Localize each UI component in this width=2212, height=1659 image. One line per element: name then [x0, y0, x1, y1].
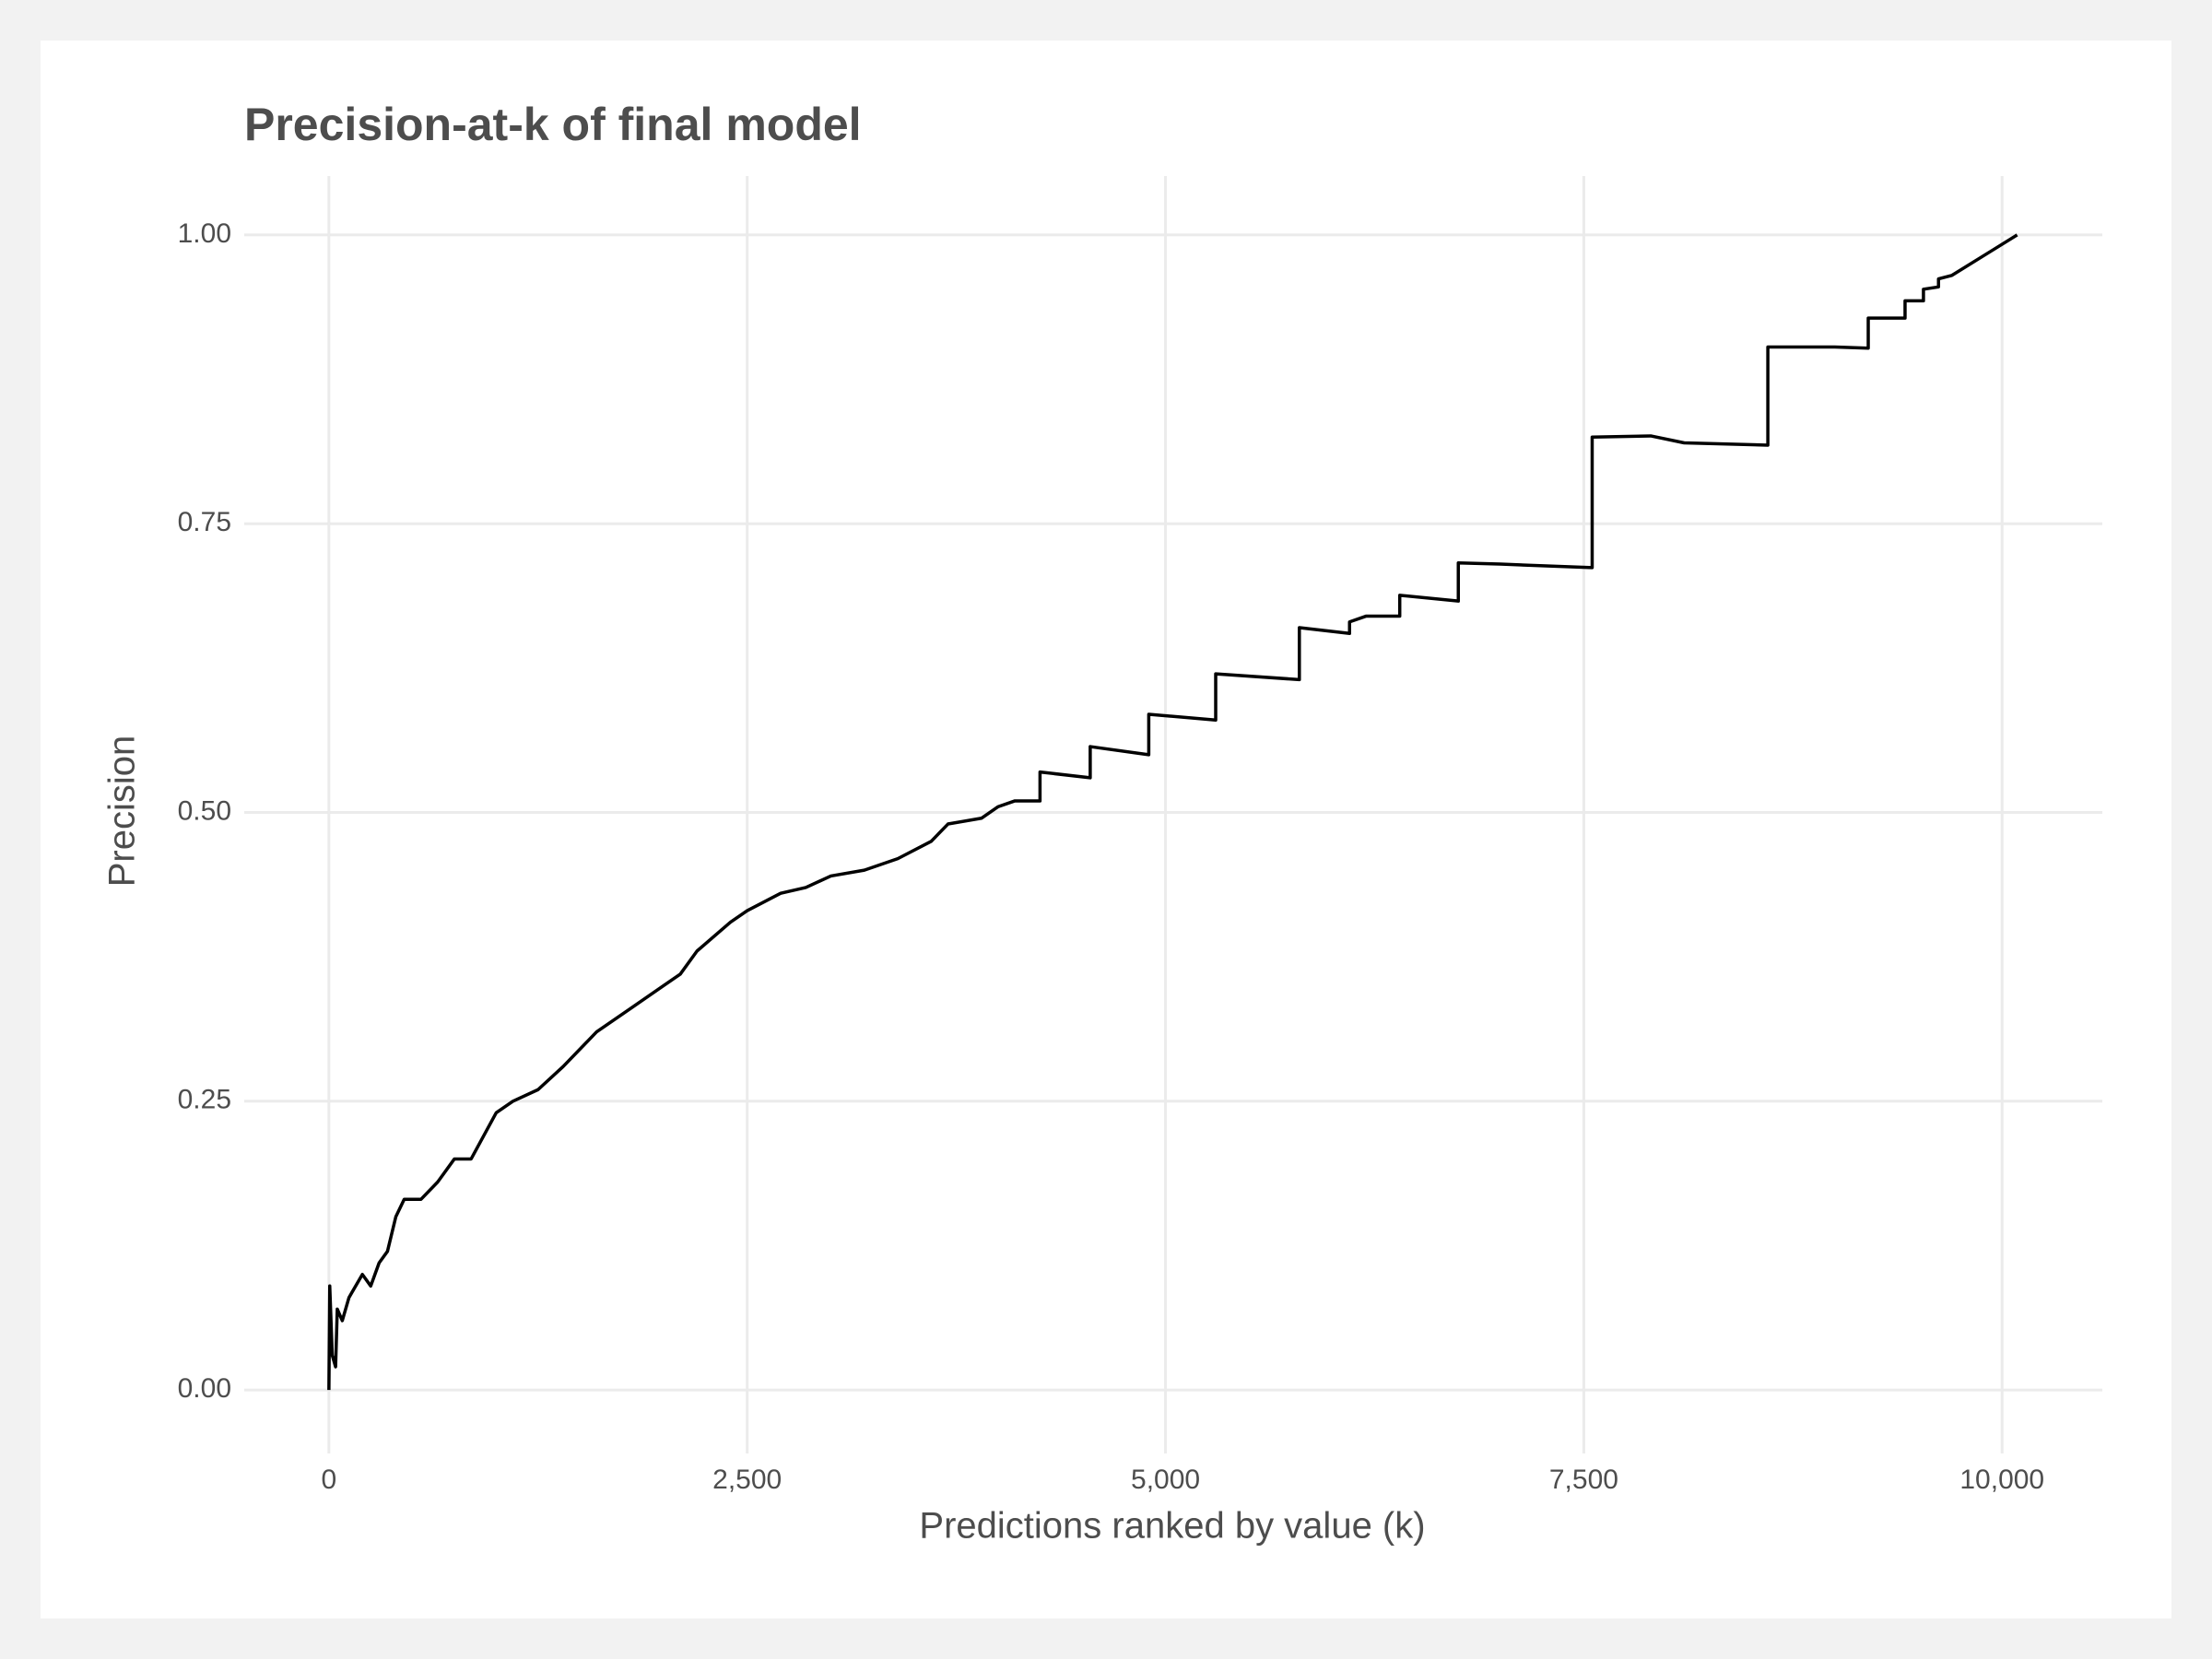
data-line	[327, 233, 2018, 1391]
x-tick-label: 0	[322, 1465, 337, 1495]
chart-title: Precision-at-k of final model	[244, 99, 862, 150]
x-axis-label: Predictions ranked by value (k)	[919, 1506, 1425, 1547]
y-tick-label: 0.00	[178, 1373, 231, 1404]
x-tick-label: 7,500	[1549, 1465, 1618, 1495]
y-tick-label: 0.75	[178, 507, 231, 537]
x-tick-label: 5,000	[1131, 1465, 1200, 1495]
y-tick-label: 1.00	[178, 218, 231, 249]
x-tick-label: 2,500	[712, 1465, 782, 1495]
panel-background	[41, 41, 2171, 1618]
y-axis-label: Precision	[102, 735, 143, 888]
x-tick-label: 10,000	[1959, 1465, 2044, 1495]
y-tick-label: 0.25	[178, 1085, 231, 1115]
y-tick-label: 0.50	[178, 795, 231, 826]
